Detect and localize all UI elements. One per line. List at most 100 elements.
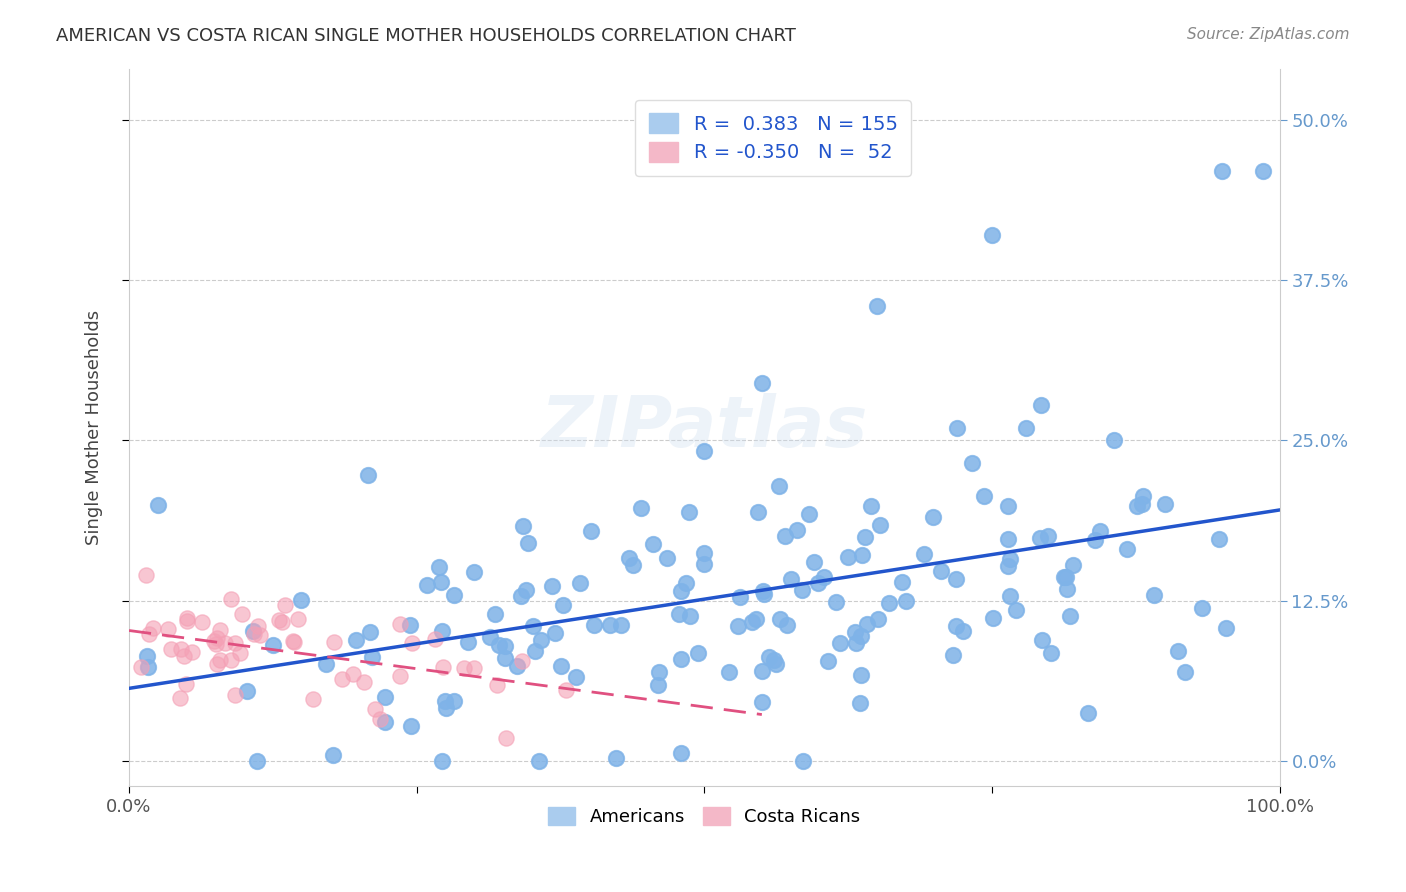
Point [866,612,889,626]
Point [443,588,465,602]
Point [245,754,267,768]
Point [921,509,943,524]
Point [427,560,450,574]
Point [157,623,180,637]
Point [423,632,446,646]
Point [1077,706,1099,720]
Point [269,613,291,627]
Point [242,624,264,639]
Point [517,536,540,550]
Point [344,633,367,648]
Point [529,754,551,768]
Point [997,499,1019,513]
Point [1031,633,1053,648]
Point [512,519,534,533]
Point [1039,646,1062,660]
Point [488,638,510,652]
Point [765,657,787,671]
Point [550,659,572,673]
Point [776,618,799,632]
Point [688,646,710,660]
Point [605,751,627,765]
Point [717,665,740,679]
Point [550,659,572,673]
Point [374,690,396,704]
Point [283,635,305,649]
Point [236,683,259,698]
Point [668,607,690,622]
Text: AMERICAN VS COSTA RICAN SINGLE MOTHER HOUSEHOLDS CORRELATION CHART: AMERICAN VS COSTA RICAN SINGLE MOTHER HO… [56,27,796,45]
Point [509,590,531,604]
Point [1191,601,1213,615]
Point [506,658,529,673]
Point [443,588,465,602]
Point [866,299,889,313]
Point [769,612,792,626]
Point [368,712,391,726]
Point [315,657,337,671]
Point [488,638,510,652]
Point [668,607,690,622]
Point [669,652,692,666]
Point [170,642,193,657]
Point [997,533,1019,547]
Point [1084,533,1107,548]
Point [599,618,621,632]
Point [388,617,411,632]
Point [813,570,835,584]
Point [1211,164,1233,178]
Point [430,754,453,768]
Point [515,583,537,598]
Point [866,612,889,626]
Point [399,719,422,733]
Point [1031,633,1053,648]
Point [997,558,1019,573]
Point [813,570,835,584]
Point [219,592,242,607]
Point [981,228,1004,243]
Point [741,615,763,629]
Point [135,568,157,582]
Point [205,637,228,651]
Point [981,228,1004,243]
Point [463,565,485,579]
Point [792,582,814,597]
Point [1153,497,1175,511]
Point [138,627,160,641]
Point [688,646,710,660]
Point [647,665,669,680]
Point [176,615,198,629]
Point [512,519,534,533]
Point [249,628,271,642]
Point [727,618,749,632]
Point [848,696,870,710]
Point [205,632,228,646]
Point [752,587,775,601]
Point [946,420,969,434]
Text: Source: ZipAtlas.com: Source: ZipAtlas.com [1187,27,1350,42]
Point [952,624,974,638]
Point [1167,643,1189,657]
Point [849,629,872,643]
Point [997,533,1019,547]
Point [231,607,253,621]
Point [246,619,269,633]
Point [202,634,225,648]
Point [869,518,891,533]
Point [330,672,353,686]
Point [1215,622,1237,636]
Point [1062,558,1084,572]
Point [321,748,343,763]
Point [762,652,785,666]
Point [792,754,814,768]
Point [1031,398,1053,412]
Point [399,719,422,733]
Point [453,661,475,675]
Point [515,583,537,598]
Point [290,593,312,607]
Point [671,746,693,760]
Point [1015,420,1038,434]
Point [506,658,529,673]
Point [1056,582,1078,596]
Point [647,665,669,680]
